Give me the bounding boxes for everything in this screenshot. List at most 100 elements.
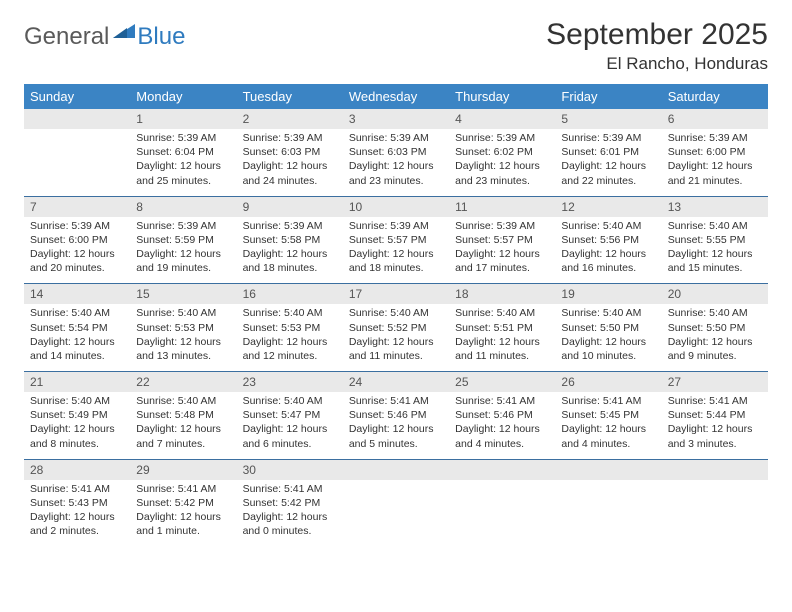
day-cell: 10Sunrise: 5:39 AMSunset: 5:57 PMDayligh…	[343, 197, 449, 284]
daylight-text: Daylight: 12 hours and 0 minutes.	[243, 510, 337, 538]
day-cell: 18Sunrise: 5:40 AMSunset: 5:51 PMDayligh…	[449, 284, 555, 371]
day-body: Sunrise: 5:41 AMSunset: 5:45 PMDaylight:…	[555, 392, 661, 459]
day-cell: 13Sunrise: 5:40 AMSunset: 5:55 PMDayligh…	[662, 197, 768, 284]
day-cell: 9Sunrise: 5:39 AMSunset: 5:58 PMDaylight…	[237, 197, 343, 284]
week-row: 14Sunrise: 5:40 AMSunset: 5:54 PMDayligh…	[24, 284, 768, 372]
sunset-text: Sunset: 6:01 PM	[561, 145, 655, 159]
daylight-text: Daylight: 12 hours and 9 minutes.	[668, 335, 762, 363]
day-number	[343, 460, 449, 480]
day-cell	[662, 460, 768, 547]
sunrise-text: Sunrise: 5:40 AM	[668, 219, 762, 233]
daylight-text: Daylight: 12 hours and 21 minutes.	[668, 159, 762, 187]
day-cell: 7Sunrise: 5:39 AMSunset: 6:00 PMDaylight…	[24, 197, 130, 284]
sunset-text: Sunset: 5:59 PM	[136, 233, 230, 247]
day-body: Sunrise: 5:41 AMSunset: 5:46 PMDaylight:…	[449, 392, 555, 459]
day-body: Sunrise: 5:39 AMSunset: 6:00 PMDaylight:…	[662, 129, 768, 196]
day-cell	[555, 460, 661, 547]
day-cell: 30 Sunrise: 5:41 AMSunset: 5:42 PMDayligh…	[237, 460, 343, 547]
sunrise-text: Sunrise: 5:41 AM	[243, 482, 337, 496]
sunrise-text: Sunrise: 5:40 AM	[243, 394, 337, 408]
sunset-text: Sunset: 5:53 PM	[243, 321, 337, 335]
location: El Rancho, Honduras	[546, 54, 768, 74]
day-cell: 17Sunrise: 5:40 AMSunset: 5:52 PMDayligh…	[343, 284, 449, 371]
dow-wednesday: Wednesday	[343, 84, 449, 109]
day-body: Sunrise: 5:39 AMSunset: 5:59 PMDaylight:…	[130, 217, 236, 284]
sunrise-text: Sunrise: 5:40 AM	[30, 394, 124, 408]
sunset-text: Sunset: 5:54 PM	[30, 321, 124, 335]
day-number: 23	[237, 372, 343, 392]
day-body: Sunrise: 5:40 AMSunset: 5:52 PMDaylight:…	[343, 304, 449, 371]
day-number: 6	[662, 109, 768, 129]
daylight-text: Daylight: 12 hours and 4 minutes.	[561, 422, 655, 450]
day-body	[555, 480, 661, 538]
days-of-week-header: SundayMondayTuesdayWednesdayThursdayFrid…	[24, 84, 768, 109]
day-body: Sunrise: 5:40 AMSunset: 5:48 PMDaylight:…	[130, 392, 236, 459]
day-number	[662, 460, 768, 480]
sunset-text: Sunset: 5:57 PM	[349, 233, 443, 247]
month-title: September 2025	[546, 18, 768, 52]
day-cell: 20Sunrise: 5:40 AMSunset: 5:50 PMDayligh…	[662, 284, 768, 371]
sunset-text: Sunset: 5:46 PM	[349, 408, 443, 422]
sunset-text: Sunset: 5:43 PM	[30, 496, 124, 510]
day-cell: 14Sunrise: 5:40 AMSunset: 5:54 PMDayligh…	[24, 284, 130, 371]
day-body: Sunrise: 5:39 AMSunset: 6:01 PMDaylight:…	[555, 129, 661, 196]
sunset-text: Sunset: 5:42 PM	[243, 496, 337, 510]
daylight-text: Daylight: 12 hours and 11 minutes.	[455, 335, 549, 363]
day-number: 12	[555, 197, 661, 217]
day-cell: 22Sunrise: 5:40 AMSunset: 5:48 PMDayligh…	[130, 372, 236, 459]
sunset-text: Sunset: 6:00 PM	[30, 233, 124, 247]
day-number: 4	[449, 109, 555, 129]
day-body: Sunrise: 5:41 AMSunset: 5:42 PMDaylight:…	[130, 480, 236, 547]
daylight-text: Daylight: 12 hours and 23 minutes.	[349, 159, 443, 187]
daylight-text: Daylight: 12 hours and 14 minutes.	[30, 335, 124, 363]
daylight-text: Daylight: 12 hours and 3 minutes.	[668, 422, 762, 450]
daylight-text: Daylight: 12 hours and 10 minutes.	[561, 335, 655, 363]
sunrise-text: Sunrise: 5:40 AM	[136, 306, 230, 320]
day-body: Sunrise: 5:39 AMSunset: 6:02 PMDaylight:…	[449, 129, 555, 196]
day-number: 11	[449, 197, 555, 217]
sunset-text: Sunset: 5:46 PM	[455, 408, 549, 422]
sunrise-text: Sunrise: 5:40 AM	[349, 306, 443, 320]
sunrise-text: Sunrise: 5:39 AM	[455, 131, 549, 145]
sunrise-text: Sunrise: 5:39 AM	[243, 219, 337, 233]
sunrise-text: Sunrise: 5:39 AM	[455, 219, 549, 233]
day-body: Sunrise: 5:40 AMSunset: 5:47 PMDaylight:…	[237, 392, 343, 459]
day-body: Sunrise: 5:39 AMSunset: 5:57 PMDaylight:…	[449, 217, 555, 284]
sunrise-text: Sunrise: 5:40 AM	[561, 219, 655, 233]
day-number: 18	[449, 284, 555, 304]
day-number: 29	[130, 460, 236, 480]
day-cell: 16Sunrise: 5:40 AMSunset: 5:53 PMDayligh…	[237, 284, 343, 371]
day-number: 13	[662, 197, 768, 217]
day-body	[449, 480, 555, 538]
day-number: 25	[449, 372, 555, 392]
day-number: 21	[24, 372, 130, 392]
daylight-text: Daylight: 12 hours and 16 minutes.	[561, 247, 655, 275]
day-number: 8	[130, 197, 236, 217]
sunset-text: Sunset: 5:51 PM	[455, 321, 549, 335]
day-number: 30	[237, 460, 343, 480]
day-cell: 5Sunrise: 5:39 AMSunset: 6:01 PMDaylight…	[555, 109, 661, 196]
day-cell: 27Sunrise: 5:41 AMSunset: 5:44 PMDayligh…	[662, 372, 768, 459]
day-body: Sunrise: 5:39 AMSunset: 6:03 PMDaylight:…	[237, 129, 343, 196]
day-body: Sunrise: 5:40 AMSunset: 5:50 PMDaylight:…	[662, 304, 768, 371]
sunset-text: Sunset: 6:02 PM	[455, 145, 549, 159]
sunrise-text: Sunrise: 5:41 AM	[30, 482, 124, 496]
day-number: 7	[24, 197, 130, 217]
day-number	[555, 460, 661, 480]
logo-text-blue: Blue	[137, 23, 185, 51]
sunrise-text: Sunrise: 5:40 AM	[668, 306, 762, 320]
day-cell: 24Sunrise: 5:41 AMSunset: 5:46 PMDayligh…	[343, 372, 449, 459]
sunrise-text: Sunrise: 5:41 AM	[668, 394, 762, 408]
sunrise-text: Sunrise: 5:41 AM	[561, 394, 655, 408]
sunset-text: Sunset: 5:48 PM	[136, 408, 230, 422]
sunset-text: Sunset: 5:56 PM	[561, 233, 655, 247]
dow-monday: Monday	[130, 84, 236, 109]
day-cell: 26Sunrise: 5:41 AMSunset: 5:45 PMDayligh…	[555, 372, 661, 459]
day-cell: 1Sunrise: 5:39 AMSunset: 6:04 PMDaylight…	[130, 109, 236, 196]
day-cell: 25Sunrise: 5:41 AMSunset: 5:46 PMDayligh…	[449, 372, 555, 459]
day-cell: 29Sunrise: 5:41 AMSunset: 5:42 PMDayligh…	[130, 460, 236, 547]
day-body: Sunrise: 5:40 AMSunset: 5:56 PMDaylight:…	[555, 217, 661, 284]
day-cell: 19Sunrise: 5:40 AMSunset: 5:50 PMDayligh…	[555, 284, 661, 371]
sunset-text: Sunset: 5:57 PM	[455, 233, 549, 247]
logo: General Blue	[24, 22, 185, 51]
